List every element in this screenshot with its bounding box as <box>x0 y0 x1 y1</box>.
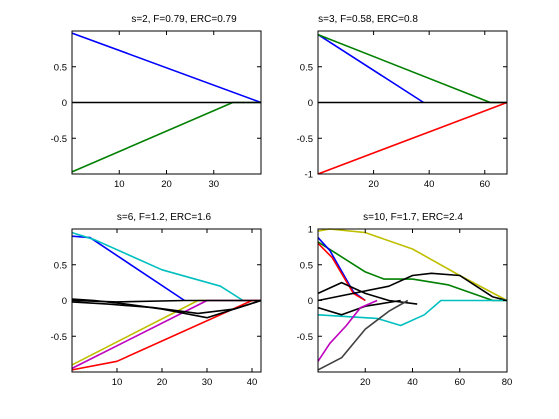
subplot-marks <box>317 228 508 371</box>
subplot-marks <box>71 231 262 371</box>
series-line-6 <box>317 281 418 305</box>
subplot-title: s=2, F=0.79, ERC=0.79 <box>131 14 237 25</box>
series-line-3 <box>317 101 508 175</box>
subplot-1: s=2, F=0.79, ERC=0.79 10 20 30 0.5 0 -0.5 <box>51 14 262 190</box>
series-line-7 <box>317 299 401 316</box>
subplot-title: s=10, F=1.7, ERC=2.4 <box>363 212 463 223</box>
series-line-1 <box>317 33 425 104</box>
y-tick-label: 1 <box>308 225 313 236</box>
x-tick-label: 80 <box>502 377 513 388</box>
series-line-2 <box>71 231 244 302</box>
x-tick-label: 20 <box>157 377 168 388</box>
x-tick-label: 40 <box>247 377 258 388</box>
y-tick-label: 0.5 <box>300 62 313 73</box>
y-tick-label: 0.5 <box>54 62 67 73</box>
y-tick-label: -0.5 <box>51 332 67 343</box>
series-line-7 <box>71 299 262 315</box>
series-line-8 <box>317 299 507 327</box>
y-tick-label: 0.5 <box>54 260 67 271</box>
tick-layer: 20 40 60 0.5 0 -0.5 -1 <box>297 31 507 190</box>
series-line-9 <box>317 299 378 362</box>
x-tick-label: 40 <box>424 179 435 190</box>
y-tick-label: -0.5 <box>297 332 313 343</box>
subplot-3: s=6, F=1.2, ERC=1.6 10 20 30 40 0.5 0 -0.5 <box>51 212 262 388</box>
x-tick-label: 60 <box>479 179 490 190</box>
y-tick-label: 0 <box>308 98 313 109</box>
y-tick-label: -0.5 <box>297 134 313 145</box>
series-line-4 <box>317 242 366 302</box>
y-tick-label: 0.5 <box>300 260 313 271</box>
y-tick-label: 0 <box>308 296 313 307</box>
subplot-title: s=3, F=0.58, ERC=0.8 <box>318 14 418 25</box>
y-tick-label: 0 <box>62 296 67 307</box>
x-tick-label: 30 <box>202 377 213 388</box>
series-line-8 <box>71 299 261 303</box>
subplot-title: s=6, F=1.2, ERC=1.6 <box>117 212 212 223</box>
series-line-1 <box>71 32 262 104</box>
y-tick-label: -1 <box>305 170 313 181</box>
subplot-4: s=10, F=1.7, ERC=2.4 20 40 60 80 1 0.5 0 -0.5 <box>297 212 513 388</box>
subplot-2: s=3, F=0.58, ERC=0.8 20 40 60 0.5 0 -0.5 -1 <box>297 14 508 190</box>
x-tick-label: 40 <box>407 377 418 388</box>
tick-layer: 10 20 30 0.5 0 -0.5 <box>51 31 261 190</box>
x-tick-label: 60 <box>454 377 465 388</box>
tick-layer: 20 40 60 80 1 0.5 0 -0.5 <box>297 225 513 389</box>
x-tick-label: 10 <box>114 179 125 190</box>
x-tick-label: 10 <box>112 377 123 388</box>
x-tick-label: 20 <box>161 179 172 190</box>
y-tick-label: 0 <box>62 98 67 109</box>
x-tick-label: 20 <box>368 179 379 190</box>
x-tick-label: 30 <box>208 179 219 190</box>
series-line-10 <box>317 299 409 371</box>
tick-layer: 10 20 30 40 0.5 0 -0.5 <box>51 229 261 388</box>
y-tick-label: -0.5 <box>51 134 67 145</box>
x-tick-label: 20 <box>360 377 371 388</box>
subplot-marks <box>317 33 508 175</box>
series-line-5 <box>317 272 508 302</box>
